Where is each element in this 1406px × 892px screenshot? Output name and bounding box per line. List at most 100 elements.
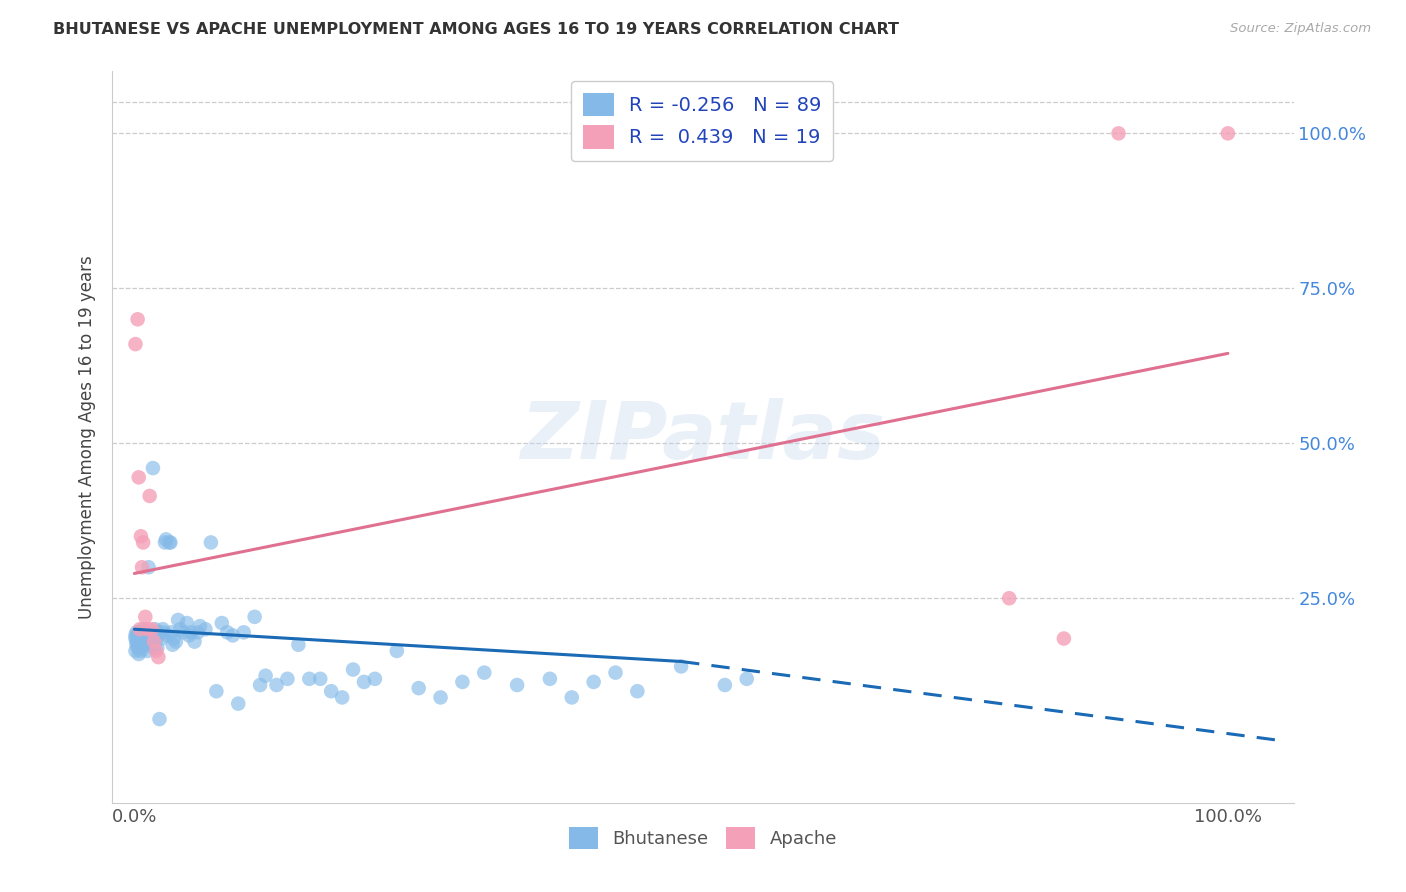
Point bbox=[136, 622, 159, 636]
Point bbox=[132, 638, 155, 652]
Point bbox=[142, 461, 165, 475]
Point bbox=[157, 535, 180, 549]
Point bbox=[143, 634, 166, 648]
Point bbox=[125, 625, 148, 640]
Point bbox=[131, 560, 153, 574]
Point bbox=[1053, 632, 1076, 646]
Point bbox=[129, 638, 152, 652]
Point bbox=[205, 684, 228, 698]
Point bbox=[138, 632, 160, 646]
Point bbox=[176, 615, 198, 630]
Point bbox=[125, 638, 148, 652]
Point bbox=[173, 625, 195, 640]
Point bbox=[145, 632, 167, 646]
Point bbox=[385, 644, 408, 658]
Point bbox=[211, 615, 233, 630]
Point bbox=[177, 628, 200, 642]
Point bbox=[124, 628, 146, 642]
Point bbox=[330, 690, 353, 705]
Point bbox=[148, 625, 170, 640]
Point bbox=[298, 672, 321, 686]
Point bbox=[429, 690, 451, 705]
Point bbox=[143, 640, 166, 655]
Point bbox=[125, 634, 148, 648]
Point bbox=[134, 610, 156, 624]
Point bbox=[669, 659, 692, 673]
Point bbox=[254, 669, 277, 683]
Point bbox=[217, 625, 239, 640]
Point bbox=[127, 640, 149, 655]
Point bbox=[127, 632, 149, 646]
Point bbox=[163, 632, 186, 646]
Point bbox=[150, 632, 173, 646]
Point bbox=[128, 632, 150, 646]
Point bbox=[155, 533, 177, 547]
Point bbox=[124, 632, 146, 646]
Point bbox=[561, 690, 583, 705]
Point bbox=[152, 622, 174, 636]
Point bbox=[506, 678, 529, 692]
Point bbox=[626, 684, 648, 698]
Point bbox=[249, 678, 271, 692]
Legend: Bhutanese, Apache: Bhutanese, Apache bbox=[561, 820, 845, 856]
Point bbox=[134, 632, 156, 646]
Point bbox=[139, 638, 162, 652]
Point bbox=[183, 634, 205, 648]
Point bbox=[148, 712, 170, 726]
Point bbox=[180, 625, 202, 640]
Point bbox=[169, 622, 191, 636]
Point bbox=[141, 622, 163, 636]
Point bbox=[143, 622, 166, 636]
Point bbox=[145, 644, 167, 658]
Point bbox=[127, 312, 149, 326]
Y-axis label: Unemployment Among Ages 16 to 19 years: Unemployment Among Ages 16 to 19 years bbox=[77, 255, 96, 619]
Point bbox=[153, 535, 176, 549]
Point bbox=[200, 535, 222, 549]
Point bbox=[131, 628, 153, 642]
Point bbox=[129, 644, 152, 658]
Point bbox=[135, 634, 157, 648]
Point bbox=[1108, 126, 1130, 140]
Point bbox=[159, 535, 181, 549]
Point bbox=[187, 625, 209, 640]
Point bbox=[998, 591, 1021, 606]
Point bbox=[153, 625, 176, 640]
Point bbox=[160, 625, 183, 640]
Point bbox=[138, 560, 160, 574]
Point bbox=[408, 681, 430, 695]
Point bbox=[124, 644, 146, 658]
Point bbox=[132, 535, 155, 549]
Point bbox=[128, 622, 150, 636]
Point bbox=[128, 634, 150, 648]
Point bbox=[156, 628, 179, 642]
Point bbox=[194, 622, 217, 636]
Point bbox=[131, 634, 153, 648]
Point bbox=[266, 678, 288, 692]
Point bbox=[128, 638, 150, 652]
Point bbox=[735, 672, 758, 686]
Point bbox=[128, 470, 150, 484]
Point bbox=[128, 647, 150, 661]
Point bbox=[146, 640, 169, 655]
Point bbox=[538, 672, 561, 686]
Point bbox=[226, 697, 249, 711]
Point bbox=[321, 684, 343, 698]
Point bbox=[134, 638, 156, 652]
Point bbox=[222, 628, 245, 642]
Point bbox=[472, 665, 495, 680]
Point bbox=[243, 610, 266, 624]
Point bbox=[1216, 126, 1239, 140]
Text: Source: ZipAtlas.com: Source: ZipAtlas.com bbox=[1230, 22, 1371, 36]
Point bbox=[138, 489, 160, 503]
Point bbox=[451, 674, 474, 689]
Point bbox=[582, 674, 605, 689]
Point bbox=[167, 613, 190, 627]
Point bbox=[605, 665, 627, 680]
Point bbox=[232, 625, 254, 640]
Point bbox=[148, 650, 170, 665]
Point bbox=[128, 640, 150, 655]
Point bbox=[128, 625, 150, 640]
Point bbox=[353, 674, 375, 689]
Point bbox=[714, 678, 737, 692]
Point bbox=[188, 619, 211, 633]
